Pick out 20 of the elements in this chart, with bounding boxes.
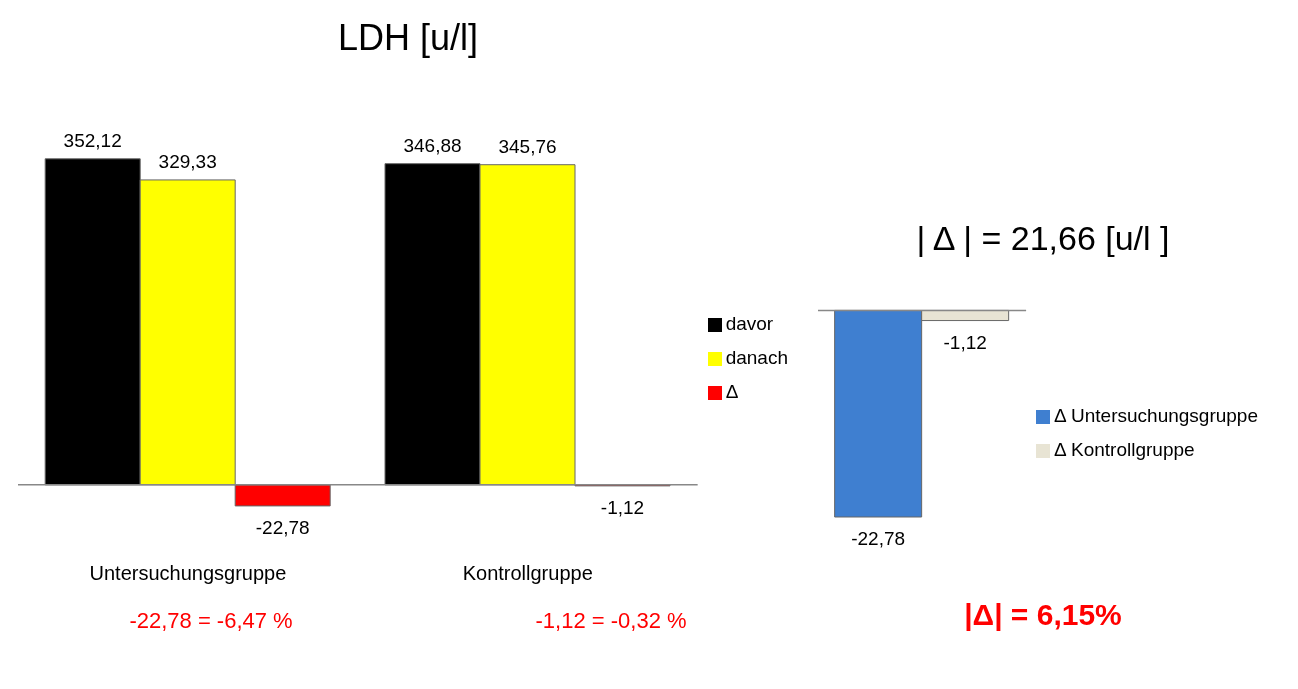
legend-label: Δ: [725, 381, 739, 402]
chart-title: | Δ | = 21,66 [u/l ]: [915, 218, 1171, 259]
legend-label: danach: [725, 347, 788, 368]
data-label: -22,78: [255, 516, 310, 538]
data-label: 352,12: [63, 129, 122, 151]
text: |Δ| = 6,15%: [964, 598, 1122, 632]
data-label: 329,33: [158, 150, 217, 172]
x-tick-label: Untersuchungsgruppe: [89, 562, 287, 585]
legend-label: Δ Kontrollgruppe: [1054, 439, 1195, 460]
text: -22,78 = -6,47 %: [129, 608, 293, 634]
data-label: 346,88: [403, 134, 462, 156]
text: -1,12 = -0,32 %: [535, 608, 687, 634]
legend-label: davor: [725, 313, 774, 334]
data-label: -1,12: [600, 496, 645, 518]
chart-title: LDH [u/l]: [336, 16, 479, 60]
legend-label: Δ Untersuchungsgruppe: [1054, 405, 1258, 426]
data-label: -22,78: [851, 528, 906, 550]
data-label: 345,76: [498, 135, 557, 157]
x-tick-label: Kontrollgruppe: [462, 562, 593, 585]
data-label: -1,12: [943, 331, 987, 353]
